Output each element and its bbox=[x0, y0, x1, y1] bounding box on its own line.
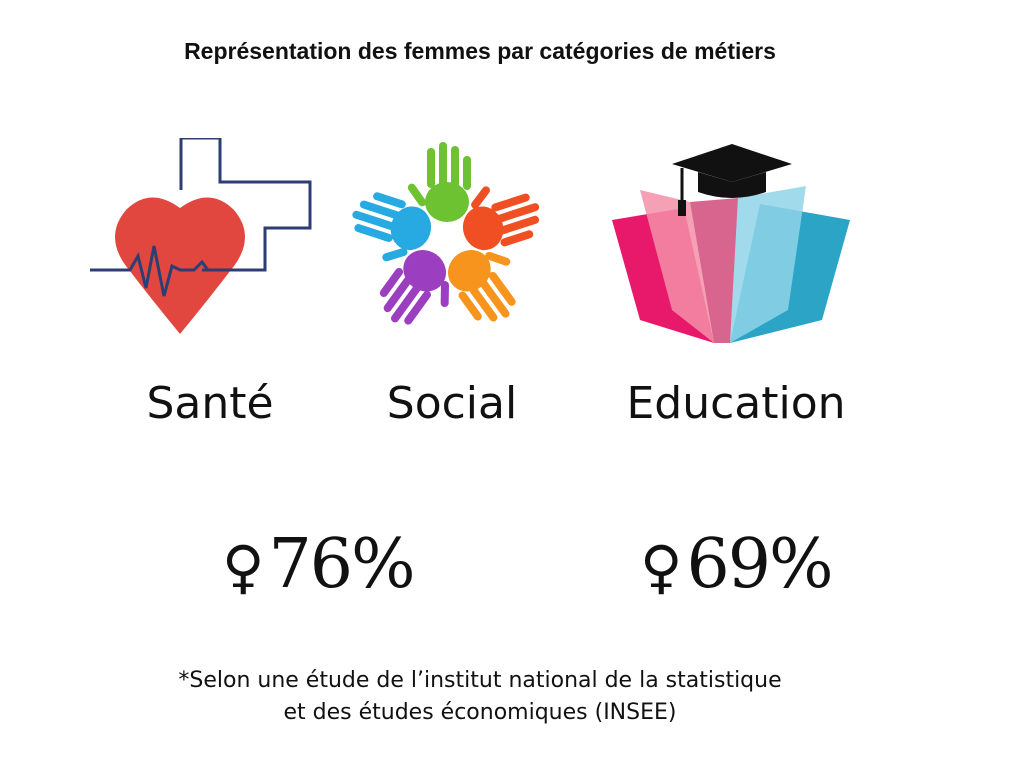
category-label-sante: Santé bbox=[146, 378, 274, 429]
category-label-social: Social bbox=[386, 378, 518, 429]
stat-value: 76% bbox=[268, 525, 415, 604]
female-symbol-icon: ♀ bbox=[640, 533, 683, 601]
female-symbol-icon: ♀ bbox=[222, 533, 265, 601]
colored-hands-icon bbox=[352, 142, 540, 325]
footnote-line-2: et des études économiques (INSEE) bbox=[283, 700, 677, 725]
book-graduation-cap-icon bbox=[612, 144, 850, 343]
heart-cross-icon bbox=[90, 138, 312, 334]
footnote-line-1: *Selon une étude de l’institut national … bbox=[178, 668, 782, 693]
category-label-education: Education bbox=[626, 378, 846, 429]
stat-value: 69% bbox=[686, 525, 833, 604]
stat-education: ♀69% bbox=[640, 525, 834, 604]
source-footnote: *Selon une étude de l’institut national … bbox=[0, 665, 960, 729]
stat-sante-social: ♀76% bbox=[222, 525, 416, 604]
page-title: Représentation des femmes par catégories… bbox=[184, 38, 776, 64]
